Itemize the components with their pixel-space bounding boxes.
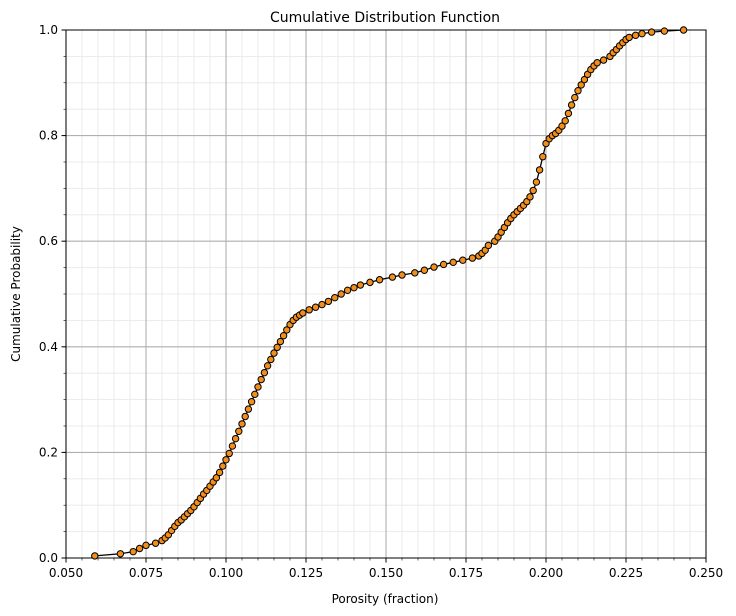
cdf-data-point (212, 474, 221, 482)
cdf-series-points (91, 26, 688, 560)
x-tick-label: 0.200 (529, 566, 563, 580)
cdf-data-point (311, 303, 320, 311)
cdf-data-point (430, 263, 438, 271)
cdf-data-point (375, 276, 384, 284)
cdf-data-point (263, 362, 272, 370)
cdf-data-point (254, 383, 262, 391)
y-tick-label: 0.8 (39, 129, 58, 143)
x-tick-label: 0.050 (49, 566, 83, 580)
cdf-data-point (439, 260, 448, 269)
cdf-data-point (241, 412, 249, 421)
cdf-data-point (129, 547, 137, 556)
cdf-data-point (299, 309, 307, 317)
cdf-data-point (660, 27, 669, 35)
cdf-data-point (631, 31, 640, 39)
cdf-data-point (215, 468, 224, 477)
cdf-data-point (535, 166, 544, 174)
cdf-data-point (468, 254, 477, 262)
cdf-data-point (235, 427, 243, 435)
cdf-data-point (577, 81, 585, 89)
cdf-data-point (324, 297, 333, 306)
cdf-data-point (283, 326, 291, 334)
cdf-data-point (305, 306, 313, 314)
cdf-data-point (593, 59, 601, 67)
cdf-data-point (571, 93, 579, 102)
x-tick-label: 0.150 (369, 566, 403, 580)
cdf-data-point (251, 390, 259, 399)
y-tick-labels: 0.0 0.2 0.4 0.6 0.8 1.0 (39, 23, 58, 565)
cdf-data-point (331, 293, 339, 302)
cdf-data-point (398, 271, 406, 279)
cdf-data-point (580, 75, 589, 84)
y-tick-label: 1.0 (39, 23, 58, 37)
cdf-data-point (337, 290, 345, 298)
cdf-data-point (273, 343, 281, 352)
cdf-data-point (679, 26, 688, 34)
x-tick-label: 0.250 (689, 566, 723, 580)
x-tick-label: 0.075 (129, 566, 163, 580)
cdf-data-point (529, 186, 537, 195)
cdf-data-point (260, 368, 269, 377)
cdf-data-point (449, 258, 457, 267)
cdf-data-point (411, 269, 419, 277)
cdf-data-point (270, 349, 278, 357)
cdf-data-point (228, 442, 237, 450)
cdf-data-point (564, 109, 573, 118)
x-tick-label: 0.175 (449, 566, 483, 580)
cdf-data-point (459, 256, 467, 264)
cdf-data-point (244, 405, 253, 413)
cdf-data-point (276, 337, 285, 346)
cdf-data-point (526, 193, 534, 201)
cdf-data-point (267, 355, 275, 364)
cdf-data-point (257, 375, 265, 384)
y-tick-label: 0.0 (39, 551, 58, 565)
cdf-data-point (343, 286, 352, 295)
x-tick-label: 0.100 (209, 566, 243, 580)
cdf-data-point (558, 122, 566, 130)
cdf-data-point (539, 153, 547, 161)
x-tick-labels: 0.050 0.075 0.100 0.125 0.150 0.175 0.200 0.225… (49, 566, 723, 580)
axis-ticks (61, 29, 707, 563)
cdf-data-point (231, 434, 240, 443)
cdf-data-point (318, 300, 326, 309)
cdf-data-point (561, 117, 569, 125)
x-axis-label: Porosity (fraction) (332, 592, 439, 606)
cdf-data-point (91, 552, 99, 560)
cdf-data-point (574, 87, 582, 95)
y-tick-label: 0.6 (39, 234, 58, 248)
cdf-data-point (219, 462, 227, 470)
cdf-data-point (151, 539, 160, 547)
cdf-data-point (388, 273, 397, 281)
cdf-data-point (484, 241, 493, 250)
y-tick-label: 0.2 (39, 445, 58, 459)
cdf-data-point (135, 544, 144, 553)
x-tick-label: 0.125 (289, 566, 323, 580)
cdf-data-point (625, 33, 633, 42)
y-tick-label: 0.4 (39, 340, 58, 354)
y-axis-label: Cumulative Probability (9, 226, 23, 362)
cdf-data-point (599, 56, 608, 64)
cdf-data-point (142, 541, 150, 550)
cdf-data-point (567, 101, 576, 109)
chart-title: Cumulative Distribution Function (270, 10, 500, 26)
cdf-data-point (356, 281, 365, 289)
cdf-data-point (222, 456, 230, 464)
cdf-data-point (247, 398, 256, 406)
cdf-data-point (238, 420, 246, 428)
cdf-data-point (638, 29, 646, 38)
x-tick-label: 0.225 (609, 566, 643, 580)
cdf-data-point (532, 178, 541, 186)
cdf-data-point (225, 449, 233, 458)
cdf-data-point (366, 278, 374, 287)
cdf-data-point (279, 332, 288, 340)
cdf-data-point (350, 283, 358, 292)
cdf-data-point (116, 550, 125, 558)
cdf-data-point (647, 28, 656, 36)
cdf-data-point (420, 266, 429, 274)
